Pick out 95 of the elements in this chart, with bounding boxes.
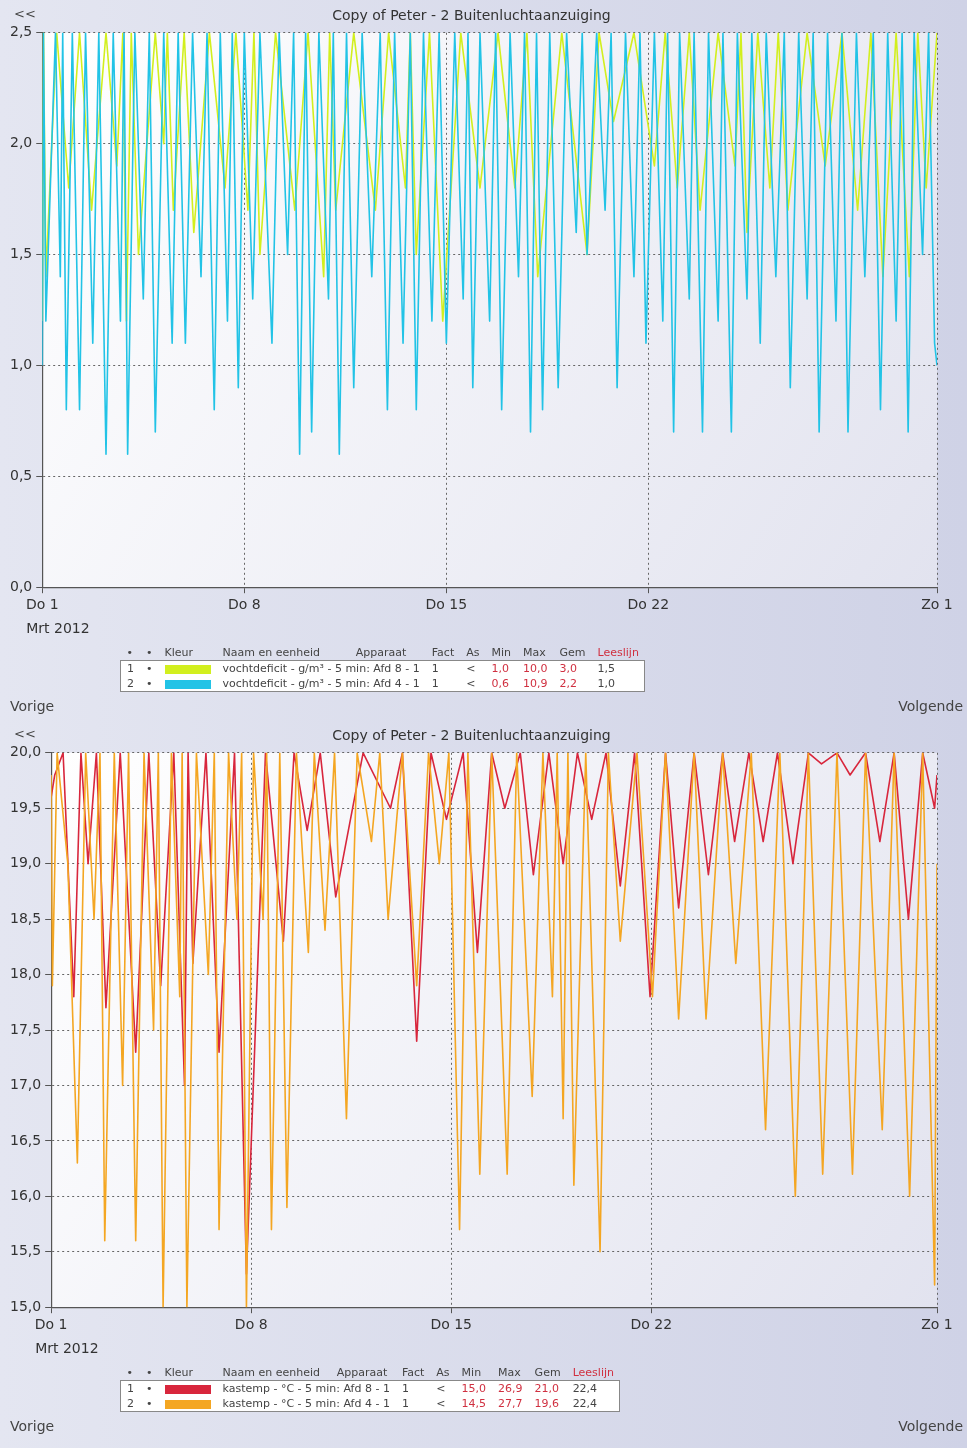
text: Volgende bbox=[898, 698, 963, 714]
text: • bbox=[145, 1365, 154, 1381]
y-tick-label: 19,0 bbox=[10, 854, 42, 871]
legend-label: kastemp - °C - 5 min: Afd 4 - 1 bbox=[216, 1396, 396, 1412]
y-tick-label: 0,5 bbox=[10, 466, 33, 483]
x-tick-label: Do 15 bbox=[430, 1316, 473, 1333]
text: Mrt 2012 bbox=[35, 1340, 99, 1356]
text: 1 bbox=[120, 1380, 140, 1396]
text: Naam en eenheid bbox=[221, 645, 321, 661]
x-tick-label: Do 8 bbox=[227, 596, 261, 613]
y-tick-label: 20,0 bbox=[10, 743, 42, 760]
text: Min bbox=[460, 1365, 483, 1381]
text: Naam en eenheid bbox=[221, 1365, 321, 1381]
y-tick-label: 15,0 bbox=[10, 1297, 42, 1314]
text: < bbox=[430, 1380, 456, 1396]
text: 1 bbox=[425, 660, 461, 676]
text: Kleur bbox=[163, 1365, 195, 1381]
text: 2 bbox=[120, 1396, 140, 1412]
text: As bbox=[465, 645, 481, 661]
text: Fact bbox=[400, 1365, 426, 1381]
text: 21,0 bbox=[528, 1380, 567, 1396]
text: 14,5 bbox=[455, 1396, 493, 1412]
text: Volgende bbox=[898, 1418, 963, 1434]
y-tick-label: 15,5 bbox=[10, 1242, 42, 1259]
x-tick-label: Do 1 bbox=[34, 1316, 68, 1333]
text: < bbox=[460, 660, 486, 676]
text: • bbox=[140, 676, 159, 692]
text: • bbox=[140, 1396, 159, 1412]
legend-label: vochtdeficit - g/m³ - 5 min: Afd 4 - 1 bbox=[216, 676, 426, 692]
text: 10,9 bbox=[517, 676, 554, 692]
text: Max bbox=[497, 1365, 522, 1381]
y-tick-label: 18,0 bbox=[10, 965, 42, 982]
text: Vorige bbox=[10, 1418, 55, 1434]
text: 26,9 bbox=[492, 1380, 529, 1396]
text: Max bbox=[522, 645, 547, 661]
text: 3,0 bbox=[553, 660, 592, 676]
y-tick-label: 1,5 bbox=[10, 245, 33, 262]
text: 22,4 bbox=[566, 1380, 620, 1396]
text: 10,0 bbox=[517, 660, 554, 676]
text: 27,7 bbox=[492, 1396, 529, 1412]
y-tick-label: 0,0 bbox=[10, 577, 33, 594]
text: Min bbox=[490, 645, 512, 661]
legend-label: vochtdeficit - g/m³ - 5 min: Afd 8 - 1 bbox=[216, 660, 426, 676]
x-tick-label: Do 1 bbox=[25, 596, 59, 613]
text: < bbox=[460, 676, 486, 692]
x-tick-label: Do 22 bbox=[627, 596, 670, 613]
y-tick-label: 2,5 bbox=[10, 23, 33, 40]
text: • bbox=[145, 645, 154, 661]
text: < bbox=[430, 1396, 456, 1412]
chart-title: Copy of Peter - 2 Buitenluchtaanzuiging bbox=[332, 727, 611, 744]
x-tick-label: Do 8 bbox=[234, 1316, 268, 1333]
text: 1 bbox=[120, 660, 140, 676]
text: 15,0 bbox=[455, 1380, 493, 1396]
x-tick-label: Do 22 bbox=[630, 1316, 673, 1333]
y-tick-label: 16,0 bbox=[10, 1186, 42, 1203]
y-tick-label: 16,5 bbox=[10, 1131, 42, 1148]
text: • bbox=[125, 1365, 134, 1381]
x-tick-label: Do 15 bbox=[425, 596, 468, 613]
y-tick-label: 17,5 bbox=[10, 1020, 42, 1037]
text: 1,0 bbox=[485, 660, 518, 676]
text: 22,4 bbox=[566, 1396, 620, 1412]
legend-label: kastemp - °C - 5 min: Afd 8 - 1 bbox=[216, 1380, 396, 1396]
text: • bbox=[140, 1380, 159, 1396]
x-tick-label: Zo 1 bbox=[921, 596, 953, 613]
text: 1 bbox=[425, 676, 461, 692]
text: Gem bbox=[533, 1365, 562, 1381]
text: << bbox=[14, 6, 36, 21]
text: Gem bbox=[558, 645, 587, 661]
text: 2,2 bbox=[553, 676, 592, 692]
text: 19,6 bbox=[528, 1396, 567, 1412]
text: 1,5 bbox=[591, 660, 645, 676]
text: 0,6 bbox=[485, 676, 518, 692]
text: Fact bbox=[430, 645, 456, 661]
text: • bbox=[140, 660, 159, 676]
text: Leeslijn bbox=[596, 645, 640, 661]
y-tick-label: 18,5 bbox=[10, 909, 42, 926]
text: Leeslijn bbox=[571, 1365, 615, 1381]
text: 2 bbox=[120, 676, 140, 692]
text: 1 bbox=[395, 1380, 431, 1396]
y-tick-label: 17,0 bbox=[10, 1076, 42, 1093]
text: Mrt 2012 bbox=[26, 620, 90, 636]
text: Apparaat bbox=[354, 645, 408, 661]
text: 1 bbox=[395, 1396, 431, 1412]
text: • bbox=[125, 645, 134, 661]
text: Apparaat bbox=[335, 1365, 389, 1381]
text: 1,0 bbox=[591, 676, 645, 692]
text: Kleur bbox=[163, 645, 195, 661]
y-tick-label: 2,0 bbox=[10, 134, 33, 151]
x-tick-label: Zo 1 bbox=[921, 1316, 953, 1333]
y-tick-label: 1,0 bbox=[10, 356, 33, 373]
text: Vorige bbox=[10, 698, 55, 714]
chart-title: Copy of Peter - 2 Buitenluchtaanzuiging bbox=[332, 7, 611, 24]
text: << bbox=[14, 726, 36, 741]
y-tick-label: 19,5 bbox=[10, 798, 42, 815]
text: As bbox=[435, 1365, 451, 1381]
